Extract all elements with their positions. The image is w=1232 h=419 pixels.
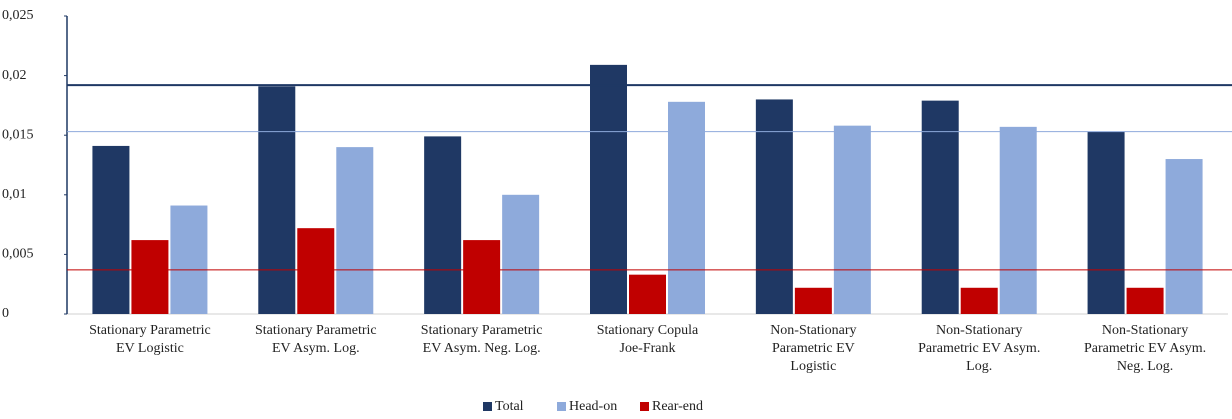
y-tick-label: 0,01 — [2, 187, 27, 202]
bar — [755, 99, 793, 314]
bar — [1126, 287, 1164, 314]
bar — [999, 126, 1037, 314]
x-tick-label: EV Asym. Neg. Log. — [423, 341, 541, 356]
legend-label: Head-on — [569, 399, 617, 414]
legend-label: Rear-end — [652, 399, 703, 414]
x-tick-label: Log. — [966, 359, 992, 374]
bar — [297, 228, 335, 314]
x-tick-label: Parametric EV Asym. — [918, 341, 1040, 356]
bar — [590, 64, 627, 314]
x-tick-label: EV Logistic — [116, 341, 184, 356]
x-tick-label: Non-Stationary — [936, 323, 1022, 338]
x-tick-label: Stationary Parametric — [255, 323, 377, 338]
bar — [1087, 131, 1125, 314]
bar — [336, 147, 374, 314]
bar — [833, 125, 871, 314]
bar — [131, 240, 169, 314]
legend-swatch — [640, 402, 649, 411]
bar — [794, 287, 832, 314]
y-tick-label: 0,015 — [2, 127, 34, 142]
bar — [668, 101, 705, 314]
y-tick-label: 0,02 — [2, 68, 27, 83]
bar — [258, 86, 296, 314]
bar — [92, 145, 130, 314]
bar — [502, 194, 540, 314]
y-tick-label: 0,025 — [2, 8, 34, 23]
bar — [960, 287, 998, 314]
x-tick-label: EV Asym. Log. — [272, 341, 360, 356]
x-tick-label: Non-Stationary — [770, 323, 856, 338]
x-tick-label: Stationary Copula — [597, 323, 699, 338]
bar — [424, 136, 462, 314]
x-tick-label: Stationary Parametric — [421, 323, 543, 338]
x-tick-label: Parametric EV Asym. — [1084, 341, 1206, 356]
x-tick-label: Joe-Frank — [620, 341, 676, 356]
x-tick-label: Stationary Parametric — [89, 323, 211, 338]
legend-swatch — [483, 402, 492, 411]
bar — [463, 240, 501, 314]
x-tick-label: Non-Stationary — [1102, 323, 1188, 338]
y-tick-label: 0 — [2, 306, 9, 321]
bar — [170, 205, 208, 314]
bar — [629, 274, 666, 314]
legend-label: Total — [495, 399, 524, 414]
bar — [1165, 159, 1203, 314]
y-tick-label: 0,005 — [2, 247, 34, 262]
x-tick-label: Logistic — [790, 359, 836, 374]
x-tick-label: Parametric EV — [772, 341, 855, 356]
legend-swatch — [557, 402, 566, 411]
x-tick-label: Neg. Log. — [1117, 359, 1173, 374]
bar — [921, 100, 959, 314]
